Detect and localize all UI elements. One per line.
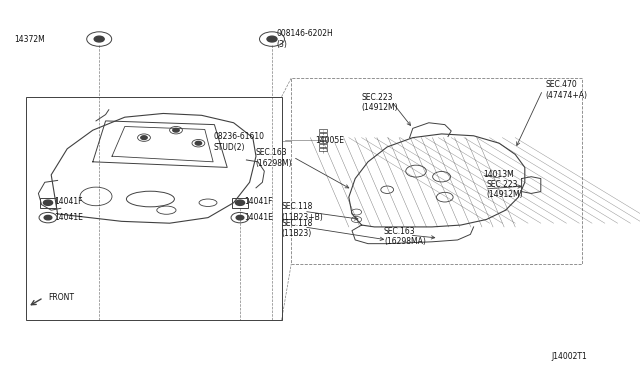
- Bar: [40, 198, 56, 208]
- Bar: [319, 133, 327, 136]
- Text: 08236-61610
STUD(2): 08236-61610 STUD(2): [213, 132, 264, 152]
- Text: FRONT: FRONT: [48, 293, 74, 302]
- Text: 14041F: 14041F: [54, 197, 83, 206]
- Circle shape: [267, 36, 277, 42]
- Bar: [319, 129, 327, 132]
- Text: SEC.223
(14912M): SEC.223 (14912M): [486, 180, 523, 199]
- Text: 14005E: 14005E: [315, 136, 344, 145]
- Circle shape: [44, 200, 52, 205]
- Text: SEC.223
(14912M): SEC.223 (14912M): [362, 93, 398, 112]
- Text: SEC.470
(47474+A): SEC.470 (47474+A): [545, 80, 588, 100]
- Circle shape: [195, 141, 202, 145]
- Circle shape: [173, 128, 179, 132]
- Text: SEC.118
(11B23): SEC.118 (11B23): [282, 219, 313, 238]
- Bar: [291, 78, 582, 264]
- Text: 14372M: 14372M: [14, 35, 45, 44]
- Bar: [319, 144, 327, 147]
- Text: J14002T1: J14002T1: [552, 352, 588, 361]
- Circle shape: [236, 200, 244, 205]
- Bar: [232, 198, 248, 208]
- Circle shape: [141, 136, 147, 140]
- Text: SEC.163
(16298MA): SEC.163 (16298MA): [384, 227, 426, 246]
- Text: SEC.118
(11B23+B): SEC.118 (11B23+B): [282, 202, 323, 222]
- Text: 14041F: 14041F: [244, 197, 273, 206]
- Text: 14041E: 14041E: [244, 213, 273, 222]
- Circle shape: [44, 215, 52, 220]
- Circle shape: [94, 36, 104, 42]
- Text: 14041E: 14041E: [54, 213, 83, 222]
- Bar: [319, 148, 327, 151]
- Text: SEC.163
(16298M): SEC.163 (16298M): [255, 148, 292, 168]
- Bar: [319, 137, 327, 140]
- Text: 14013M: 14013M: [483, 170, 514, 179]
- Bar: [319, 141, 327, 143]
- Circle shape: [236, 215, 244, 220]
- Bar: [26, 97, 282, 320]
- Text: 008146-6202H
(3): 008146-6202H (3): [276, 29, 333, 49]
